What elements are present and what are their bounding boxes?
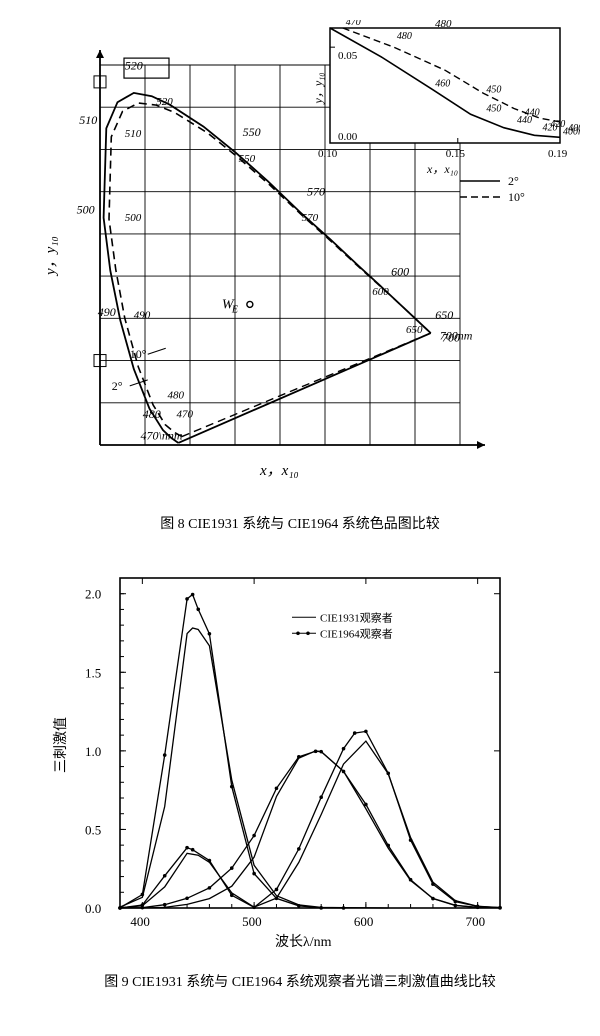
svg-text:2.0: 2.0 [85,587,101,602]
svg-text:x，x₁₀: x，x₁₀ [426,162,458,176]
svg-text:480: 480 [397,31,412,42]
svg-text:490: 490 [98,305,116,319]
svg-text:2°: 2° [508,174,519,188]
chromaticity-chart: WE520510500490480470\nnm550570600650700n… [20,20,580,500]
svg-text:600: 600 [391,265,409,279]
svg-text:700: 700 [442,331,460,345]
svg-text:400nm: 400nm [568,123,580,134]
svg-text:650: 650 [406,324,423,336]
svg-text:550: 550 [243,125,261,139]
svg-text:420: 420 [550,119,565,130]
svg-text:550: 550 [239,153,256,165]
svg-text:2°: 2° [112,379,123,393]
svg-text:470: 470 [177,409,194,421]
svg-text:520: 520 [156,96,173,108]
svg-text:1.5: 1.5 [85,665,101,680]
svg-text:480: 480 [143,407,161,421]
svg-text:520: 520 [125,59,143,73]
svg-text:470: 470 [346,20,361,28]
svg-text:440: 440 [525,108,540,119]
tristimulus-chart: 400 500 600 700 0.0 0.5 1.0 1.5 2.0 波长λ/nm 三刺激值 CIE… [20,558,580,958]
svg-text:E: E [231,304,238,315]
svg-text:450: 450 [486,85,501,96]
svg-text:480: 480 [168,390,185,402]
svg-text:10°: 10° [130,347,147,361]
svg-text:0.05: 0.05 [338,50,358,62]
svg-text:波长λ/nm: 波长λ/nm [275,934,332,950]
svg-text:x，x₁₀: x，x₁₀ [259,463,299,479]
svg-text:600: 600 [354,914,374,929]
svg-text:460: 460 [435,78,450,89]
figure-9-caption: 图 9 CIE1931 系统与 CIE1964 系统观察者光谱三刺激值曲线比较 [20,971,580,991]
svg-text:700: 700 [466,914,486,929]
svg-text:450: 450 [486,103,501,114]
svg-text:510: 510 [125,128,142,140]
svg-text:650: 650 [435,308,453,322]
svg-text:10°: 10° [508,190,525,204]
svg-text:480: 480 [435,20,452,30]
svg-text:0.0: 0.0 [85,901,101,916]
svg-text:500: 500 [125,212,142,224]
svg-text:500: 500 [242,914,262,929]
svg-text:CIE1964观察者: CIE1964观察者 [320,626,393,640]
figure-9: 400 500 600 700 0.0 0.5 1.0 1.5 2.0 波长λ/nm 三刺激值 CIE… [20,558,580,991]
svg-text:CIE1931观察者: CIE1931观察者 [320,610,393,624]
svg-text:1.0: 1.0 [85,744,101,759]
svg-text:三刺激值: 三刺激值 [52,717,69,773]
svg-text:0.15: 0.15 [446,148,466,160]
svg-text:470\nnm: 470\nnm [141,429,183,443]
svg-text:0.5: 0.5 [85,822,101,837]
svg-text:y，y₁₀: y，y₁₀ [43,236,59,277]
svg-text:0.00: 0.00 [338,131,358,143]
svg-text:570: 570 [307,184,325,198]
svg-text:570: 570 [302,212,319,224]
figure-8-caption: 图 8 CIE1931 系统与 CIE1964 系统色品图比较 [20,513,580,533]
svg-text:400: 400 [130,914,150,929]
svg-text:600: 600 [372,286,389,298]
svg-text:490: 490 [134,309,151,321]
figure-8: WE520510500490480470\nnm550570600650700n… [20,20,580,533]
svg-text:y，y₁₀: y，y₁₀ [311,73,325,105]
svg-text:500: 500 [77,203,95,217]
svg-text:510: 510 [79,113,97,127]
svg-text:0.19: 0.19 [548,148,568,160]
svg-text:0.10: 0.10 [318,148,338,160]
